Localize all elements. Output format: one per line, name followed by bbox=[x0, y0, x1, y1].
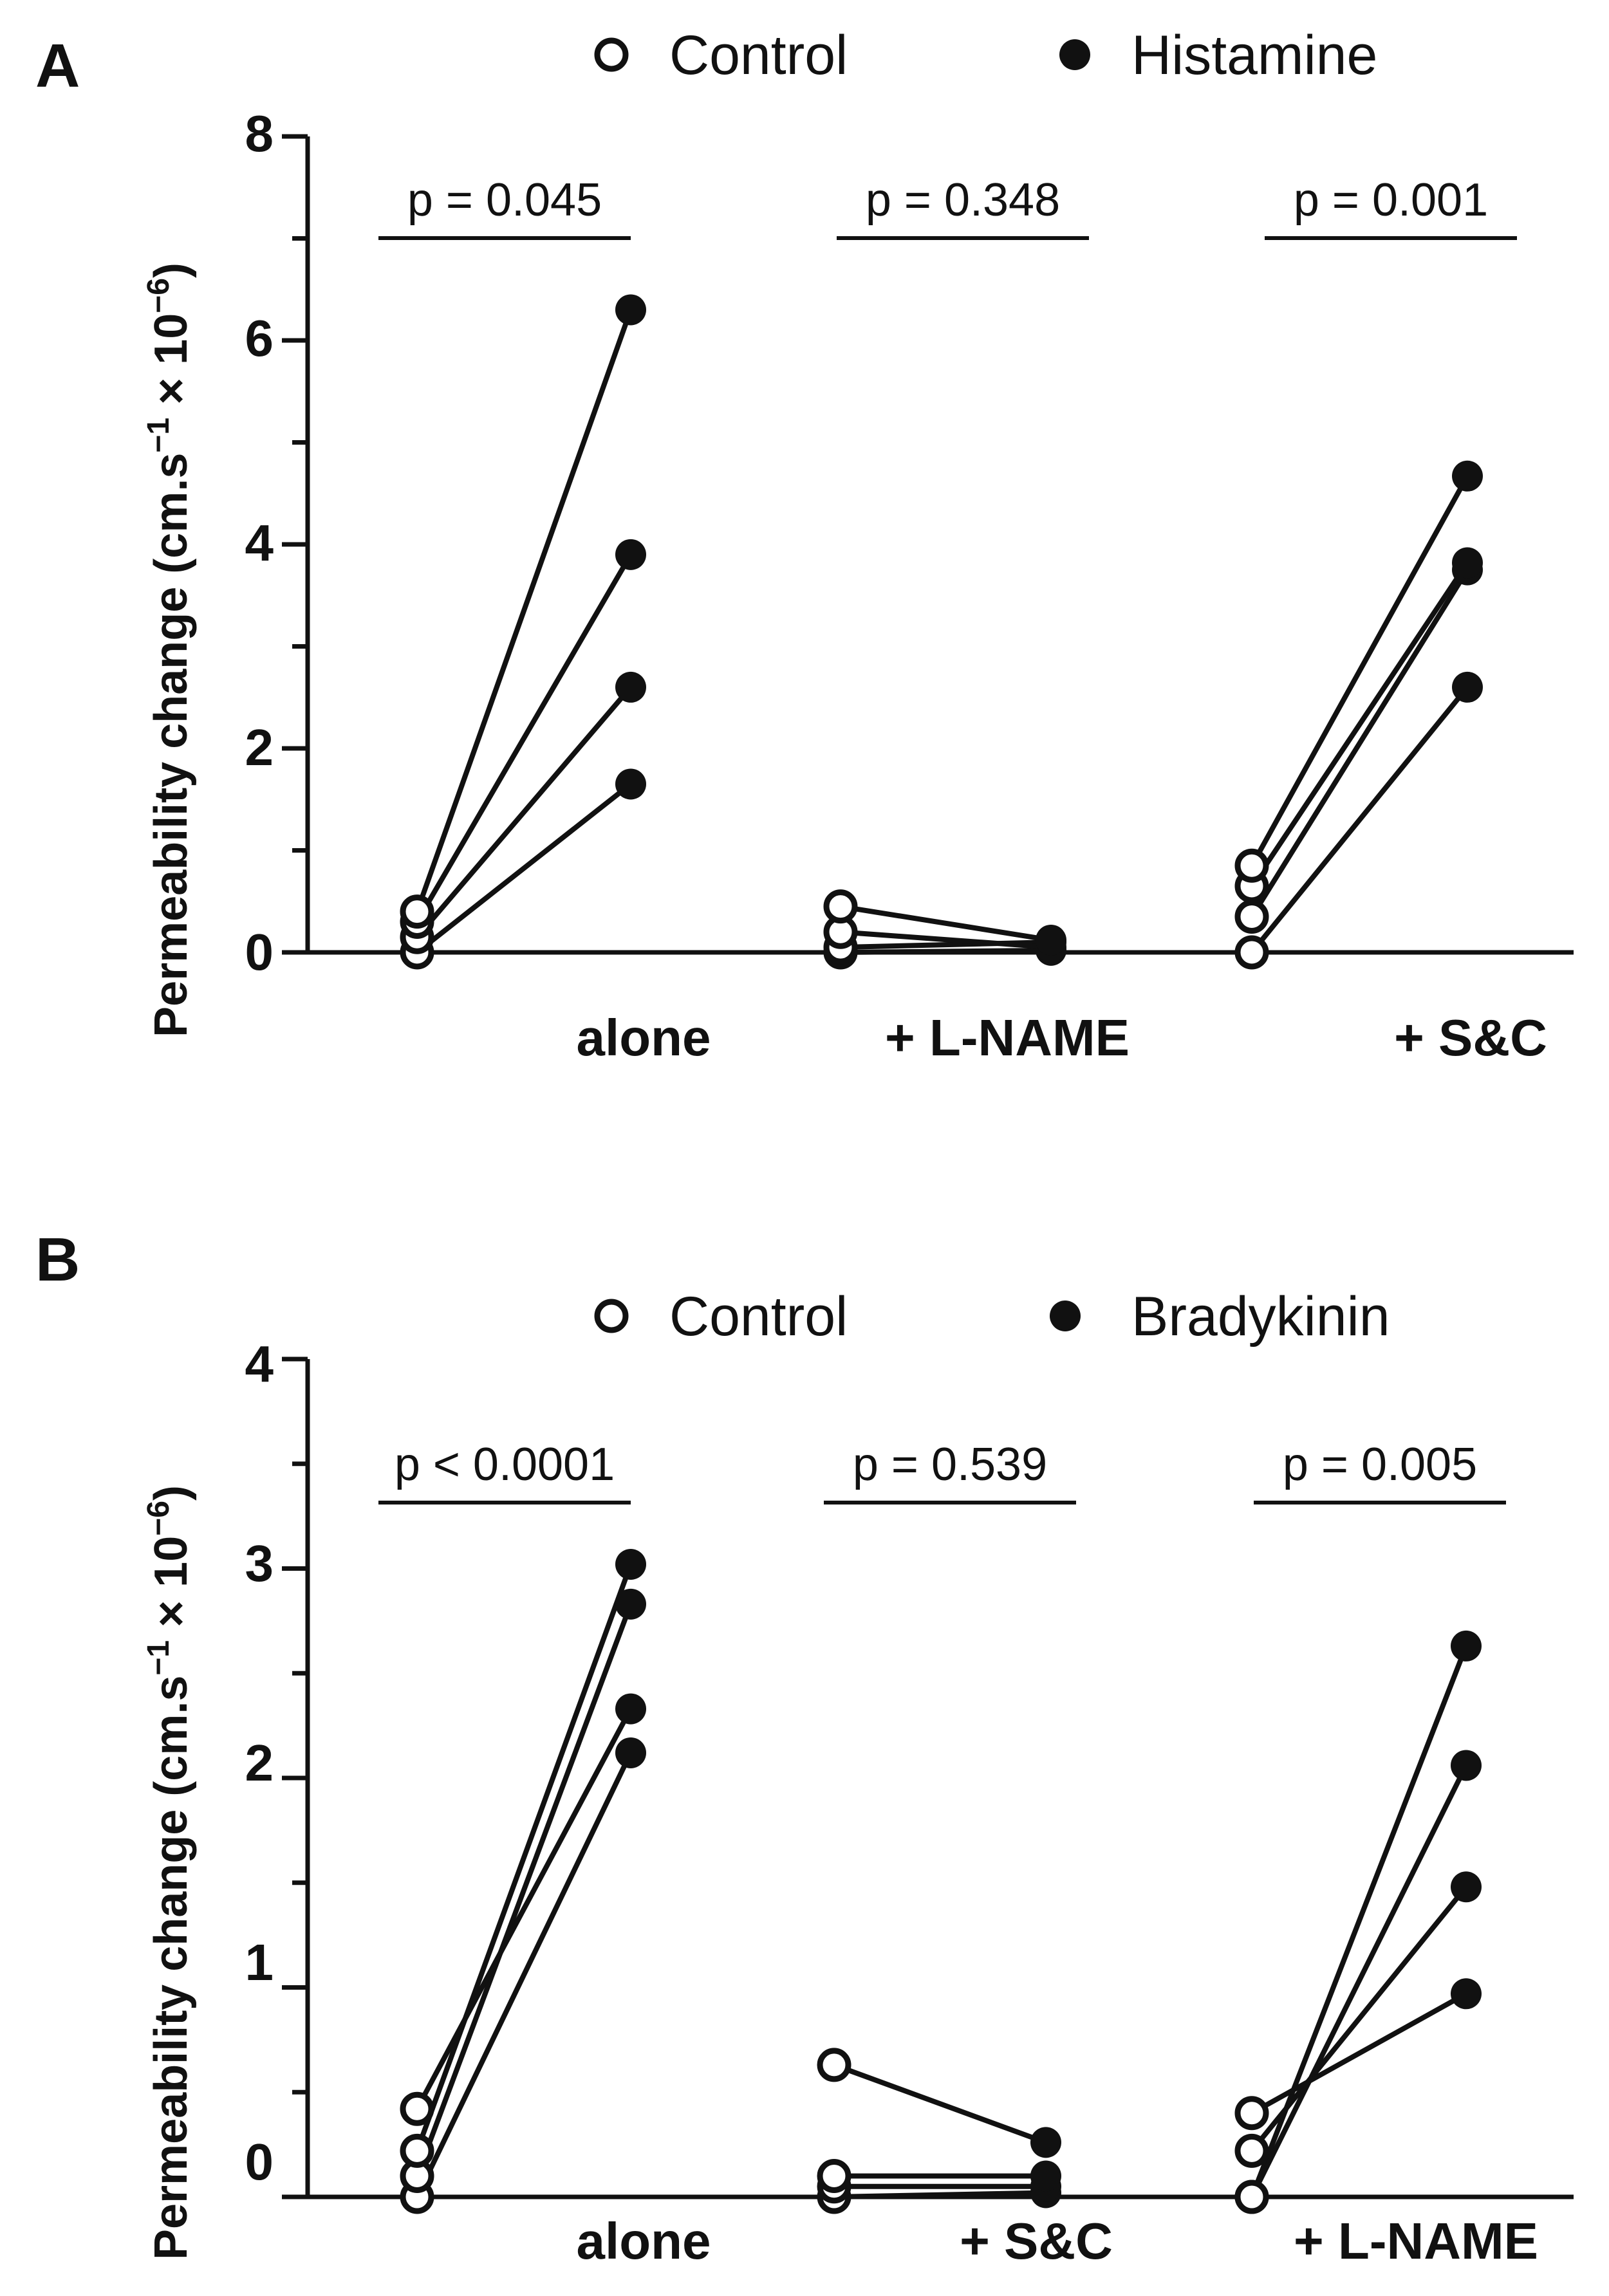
control-point bbox=[823, 889, 858, 924]
legend-marker-control bbox=[594, 37, 629, 72]
panel-a: A Control Histamine Permeability change … bbox=[35, 24, 1574, 1066]
treatment-point bbox=[1452, 460, 1483, 492]
p-value-b-lname: p = 0.005 bbox=[1283, 1439, 1477, 1490]
control-point bbox=[1234, 2133, 1269, 2168]
panel-label-b: B bbox=[35, 1225, 80, 1294]
pair-line bbox=[1251, 1991, 1467, 2116]
treatment-point bbox=[1451, 1630, 1482, 1662]
pair-line bbox=[1249, 1885, 1469, 2152]
treatment-point bbox=[1030, 2127, 1061, 2158]
y-axis-label-b: Permeability change (cm.s−1 × 10−6) bbox=[142, 1485, 197, 2260]
treatment-point bbox=[1030, 2160, 1061, 2192]
treatment-point bbox=[615, 768, 646, 800]
y-tick-label-a-4: 4 bbox=[245, 514, 274, 571]
legend-label-control: Control bbox=[669, 24, 848, 86]
category-label-b-alone: alone bbox=[577, 2212, 711, 2270]
legend-marker-control bbox=[594, 1299, 629, 1333]
data-marks-b bbox=[400, 1548, 1482, 2214]
legend-marker-bradykinin bbox=[1050, 1301, 1081, 1331]
legend-label-histamine: Histamine bbox=[1131, 24, 1377, 86]
pair-line bbox=[1249, 568, 1470, 918]
control-point bbox=[1234, 900, 1269, 934]
p-value-a-alone: p = 0.045 bbox=[407, 174, 602, 226]
treatment-point bbox=[615, 539, 646, 570]
treatment-point bbox=[615, 294, 646, 326]
data-marks-a bbox=[400, 294, 1483, 970]
legend-label-bradykinin: Bradykinin bbox=[1131, 1286, 1390, 1347]
control-point bbox=[400, 2091, 434, 2126]
treatment-point bbox=[615, 1548, 646, 1580]
pair-line bbox=[1249, 1764, 1469, 2198]
pair-line bbox=[1249, 561, 1470, 888]
control-point bbox=[1234, 848, 1269, 883]
pair-line bbox=[414, 1707, 633, 2111]
panel-b: B Control Bradykinin Permeability change… bbox=[35, 1225, 1574, 2270]
y-tick-label-b-3: 3 bbox=[245, 1535, 274, 1592]
y-tick-label-b-4: 4 bbox=[245, 1335, 274, 1393]
pair-line bbox=[1249, 474, 1470, 867]
pair-line bbox=[414, 685, 633, 939]
p-value-b-sc: p = 0.539 bbox=[853, 1439, 1047, 1490]
treatment-point bbox=[1451, 1978, 1482, 2010]
pair-line bbox=[833, 2190, 1046, 2199]
y-ticks-a bbox=[282, 134, 308, 955]
y-tick-label-b-2: 2 bbox=[245, 1734, 274, 1791]
control-point bbox=[817, 2048, 851, 2082]
pair-line bbox=[415, 782, 633, 955]
y-tick-label-a-8: 8 bbox=[245, 105, 274, 162]
pair-line bbox=[414, 1752, 633, 2198]
control-point bbox=[1234, 2096, 1269, 2131]
treatment-point bbox=[615, 1693, 646, 1725]
pair-line bbox=[414, 1603, 633, 2177]
treatment-point bbox=[615, 671, 646, 703]
y-tick-label-b-0: 0 bbox=[245, 2133, 274, 2190]
pair-line bbox=[840, 903, 1052, 943]
category-label-a-lname: + L-NAME bbox=[885, 1009, 1130, 1066]
pair-line bbox=[840, 929, 1052, 950]
control-point bbox=[400, 2133, 434, 2168]
category-label-a-sc: + S&C bbox=[1394, 1009, 1547, 1066]
treatment-point bbox=[1036, 924, 1066, 956]
treatment-point bbox=[1451, 1871, 1482, 1903]
legend-marker-histamine bbox=[1059, 39, 1090, 70]
treatment-point bbox=[1452, 547, 1483, 579]
control-point bbox=[400, 894, 434, 929]
category-label-b-lname: + L-NAME bbox=[1294, 2212, 1538, 2270]
y-tick-label-a-6: 6 bbox=[245, 310, 274, 367]
y-ticks-b bbox=[282, 1356, 308, 2199]
treatment-point bbox=[1452, 671, 1483, 703]
treatment-point bbox=[1451, 1750, 1482, 1781]
pair-line bbox=[833, 2062, 1047, 2145]
pair-line bbox=[1249, 685, 1470, 954]
y-tick-label-b-1: 1 bbox=[245, 1934, 274, 1991]
p-value-b-alone: p < 0.0001 bbox=[395, 1439, 615, 1490]
y-axis-label-a: Permeability change (cm.s−1 × 10−6) bbox=[142, 263, 197, 1037]
control-point bbox=[817, 2158, 851, 2193]
pair-line bbox=[414, 553, 633, 923]
treatment-point bbox=[615, 1737, 646, 1768]
panel-label-a: A bbox=[35, 32, 80, 100]
category-label-b-sc: + S&C bbox=[960, 2212, 1113, 2270]
pair-line bbox=[414, 1563, 633, 2152]
treatment-point bbox=[615, 1588, 646, 1620]
pair-line bbox=[840, 947, 1052, 955]
legend-label-control: Control bbox=[669, 1286, 848, 1347]
y-tick-label-a-0: 0 bbox=[245, 923, 274, 981]
control-point bbox=[1234, 2180, 1269, 2214]
p-value-a-lname: p = 0.348 bbox=[866, 174, 1060, 226]
category-label-a-alone: alone bbox=[577, 1009, 711, 1066]
p-value-a-sc: p = 0.001 bbox=[1294, 174, 1488, 226]
pair-line bbox=[414, 309, 633, 912]
control-point bbox=[1234, 935, 1269, 970]
y-tick-label-a-2: 2 bbox=[245, 719, 274, 776]
